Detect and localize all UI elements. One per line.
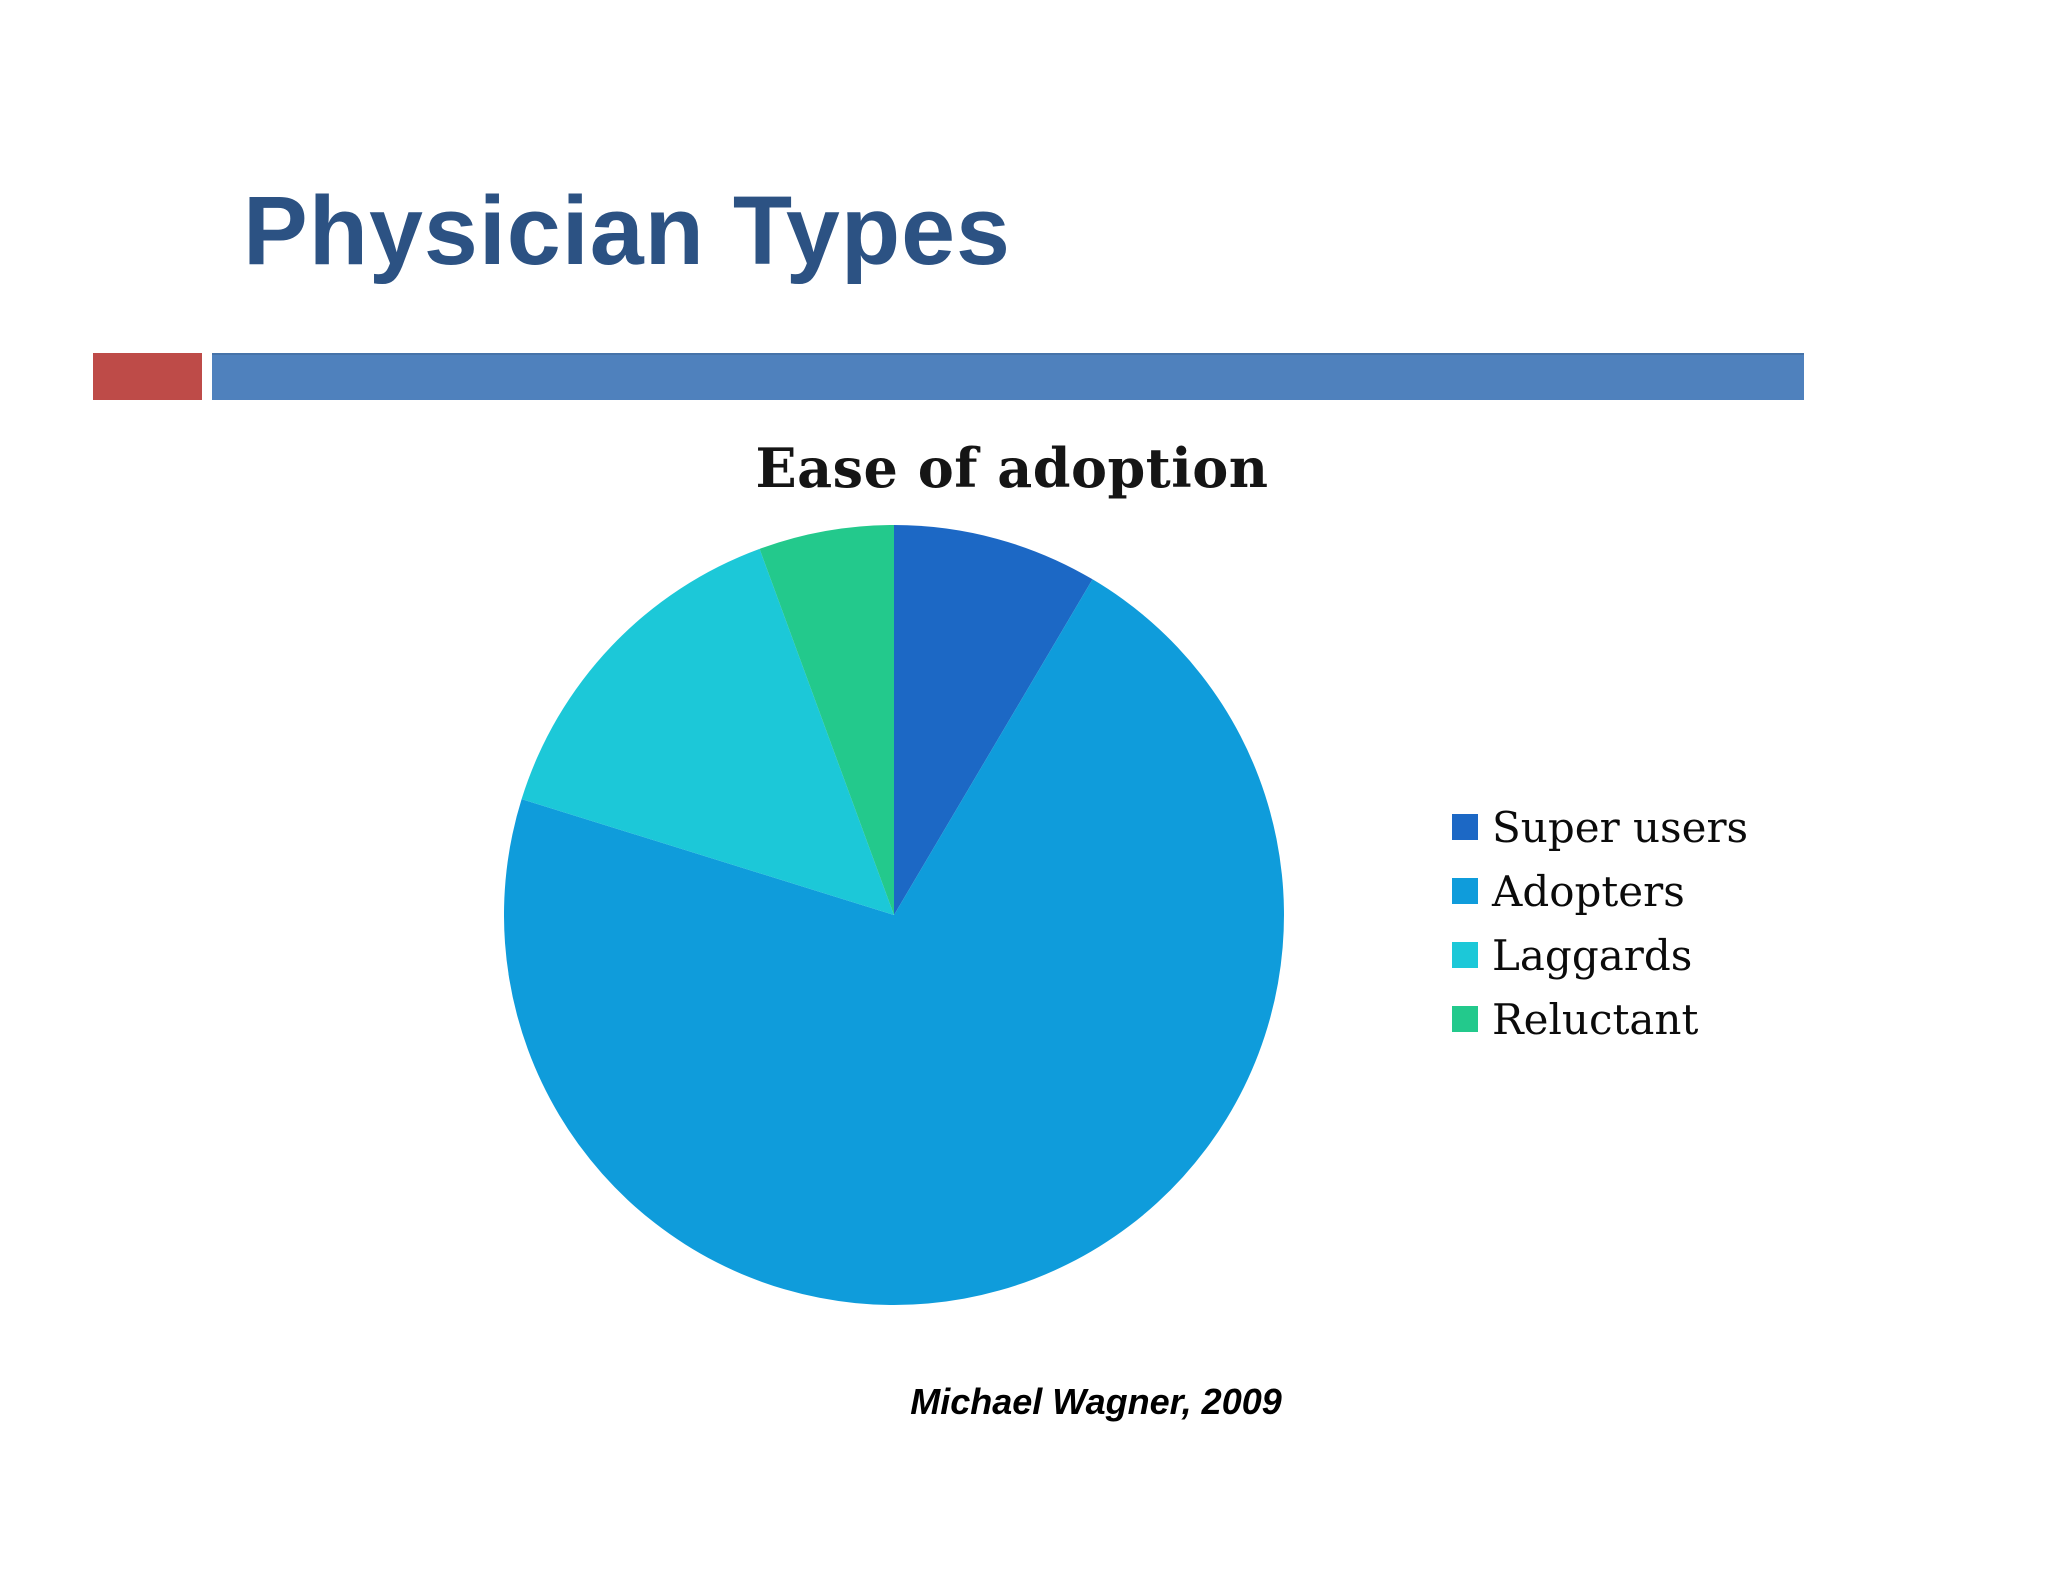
- legend-row: Super users: [1452, 795, 1748, 859]
- legend-label-adopters: Adopters: [1492, 866, 1685, 916]
- legend-swatch-reluctant: [1452, 1006, 1478, 1032]
- legend-label-super-users: Super users: [1492, 802, 1749, 852]
- legend-row: Reluctant: [1452, 987, 1748, 1051]
- legend-swatch-laggards: [1452, 942, 1478, 968]
- legend-swatch-super-users: [1452, 814, 1478, 840]
- legend-label-reluctant: Reluctant: [1492, 994, 1699, 1044]
- pie-slice-laggards: [521, 548, 894, 915]
- caption: Michael Wagner, 2009: [910, 1381, 1282, 1422]
- legend-label-laggards: Laggards: [1492, 930, 1693, 980]
- page-title: Physician Types: [243, 176, 1011, 285]
- chart-title: Ease of adoption: [755, 436, 1269, 500]
- pie-chart: [504, 525, 1284, 1305]
- pie-slice-super-users: [894, 525, 1093, 915]
- accent-bar-red: [93, 353, 202, 400]
- pie-slice-reluctant: [759, 525, 894, 915]
- accent-bar-blue: [212, 353, 1804, 400]
- legend-swatch-adopters: [1452, 878, 1478, 904]
- legend: Super users Adopters Laggards Reluctant: [1452, 795, 1748, 1051]
- legend-row: Laggards: [1452, 923, 1748, 987]
- pie-slice-adopters: [504, 579, 1284, 1305]
- legend-row: Adopters: [1452, 859, 1748, 923]
